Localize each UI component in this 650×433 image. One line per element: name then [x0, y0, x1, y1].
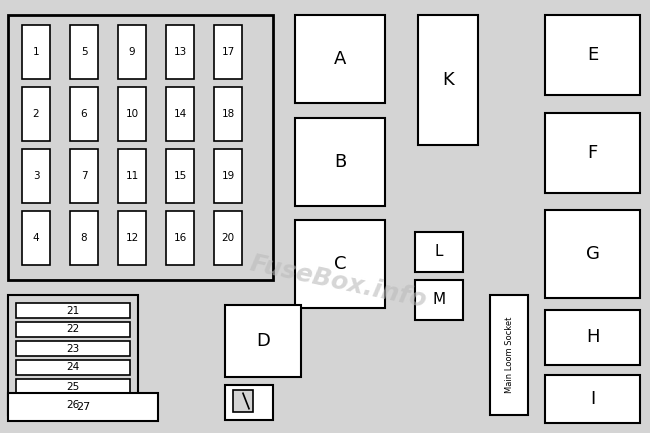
Text: FuseBox.info: FuseBox.info	[247, 251, 429, 312]
Text: 12: 12	[125, 233, 138, 243]
Text: H: H	[586, 329, 599, 346]
Text: 27: 27	[76, 402, 90, 412]
Text: 11: 11	[125, 171, 138, 181]
Text: 26: 26	[66, 401, 79, 410]
Bar	[166, 211, 194, 265]
Text: 3: 3	[32, 171, 39, 181]
Bar	[118, 211, 146, 265]
Bar	[70, 25, 98, 79]
Bar	[415, 232, 463, 272]
Text: 20: 20	[222, 233, 235, 243]
Bar	[70, 211, 98, 265]
Text: 15: 15	[174, 171, 187, 181]
Bar	[22, 149, 50, 203]
Text: 7: 7	[81, 171, 87, 181]
Text: I: I	[590, 390, 595, 408]
Text: 2: 2	[32, 109, 39, 119]
Bar	[233, 390, 253, 412]
Text: M: M	[432, 293, 445, 307]
Text: D: D	[256, 332, 270, 350]
Bar	[490, 295, 528, 415]
Text: 24: 24	[66, 362, 79, 372]
Bar	[8, 15, 273, 280]
Bar	[295, 118, 385, 206]
Bar	[16, 341, 130, 356]
Bar	[118, 87, 146, 141]
Bar	[418, 15, 478, 145]
Text: C: C	[333, 255, 346, 273]
Bar	[295, 220, 385, 308]
Text: 10: 10	[125, 109, 138, 119]
Bar	[22, 25, 50, 79]
Bar	[16, 398, 130, 413]
Text: 22: 22	[66, 324, 79, 335]
Bar	[166, 25, 194, 79]
Bar	[214, 25, 242, 79]
Bar	[16, 303, 130, 318]
Text: 9: 9	[129, 47, 135, 57]
Text: 16: 16	[174, 233, 187, 243]
Bar	[225, 385, 273, 420]
Bar	[545, 210, 640, 298]
Bar	[214, 87, 242, 141]
Text: 8: 8	[81, 233, 87, 243]
Bar	[214, 149, 242, 203]
Text: 21: 21	[66, 306, 79, 316]
Text: 25: 25	[66, 381, 79, 391]
Bar	[118, 149, 146, 203]
Bar	[545, 15, 640, 95]
Bar	[545, 310, 640, 365]
Bar	[295, 15, 385, 103]
Text: 1: 1	[32, 47, 39, 57]
Bar	[545, 113, 640, 193]
Text: 5: 5	[81, 47, 87, 57]
Text: A: A	[334, 50, 346, 68]
Bar	[70, 149, 98, 203]
Text: 23: 23	[66, 343, 79, 353]
Text: G: G	[586, 245, 599, 263]
Bar	[166, 149, 194, 203]
Text: 4: 4	[32, 233, 39, 243]
Bar	[16, 360, 130, 375]
Bar	[16, 322, 130, 337]
Bar	[166, 87, 194, 141]
Text: 18: 18	[222, 109, 235, 119]
Bar	[415, 280, 463, 320]
Bar	[70, 87, 98, 141]
Text: B: B	[334, 153, 346, 171]
Bar	[225, 305, 301, 377]
Text: F: F	[588, 144, 597, 162]
Text: Main Loom Socket: Main Loom Socket	[504, 317, 514, 393]
Text: L: L	[435, 245, 443, 259]
Bar	[22, 211, 50, 265]
Text: 6: 6	[81, 109, 87, 119]
Bar	[118, 25, 146, 79]
Text: K: K	[442, 71, 454, 89]
Bar	[214, 211, 242, 265]
Text: E: E	[587, 46, 598, 64]
Text: 17: 17	[222, 47, 235, 57]
Text: 13: 13	[174, 47, 187, 57]
Bar	[8, 393, 158, 421]
Text: 19: 19	[222, 171, 235, 181]
Text: 14: 14	[174, 109, 187, 119]
Bar	[22, 87, 50, 141]
Bar	[16, 379, 130, 394]
Bar	[545, 375, 640, 423]
Bar	[8, 295, 138, 415]
